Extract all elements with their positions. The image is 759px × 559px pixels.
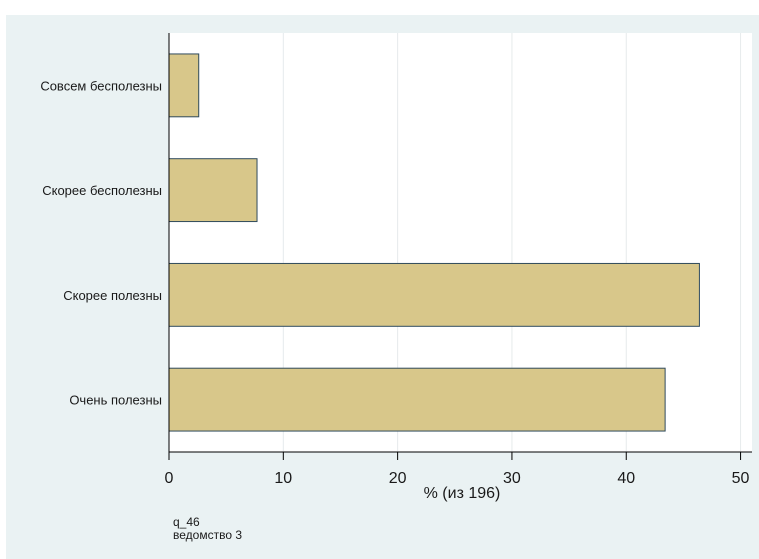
x-axis-title: % (из 196) (424, 485, 501, 502)
category-label: Очень полезны (69, 393, 162, 408)
category-label: Совсем бесполезны (40, 78, 162, 93)
x-tick-label: 50 (732, 470, 750, 487)
bar (168, 158, 258, 223)
bar (168, 367, 666, 432)
x-tick-label: 40 (617, 470, 635, 487)
category-label: Скорее бесполезны (42, 183, 162, 198)
x-tick-label: 0 (165, 470, 174, 487)
bar (168, 262, 700, 327)
category-label: Скорее полезны (63, 288, 162, 303)
x-tick-label: 10 (274, 470, 292, 487)
x-tick-label: 20 (389, 470, 407, 487)
x-tick-label: 30 (503, 470, 521, 487)
note-subset: ведомство 3 (173, 528, 242, 542)
note-variable: q_46 (173, 515, 200, 529)
bar (168, 53, 200, 118)
